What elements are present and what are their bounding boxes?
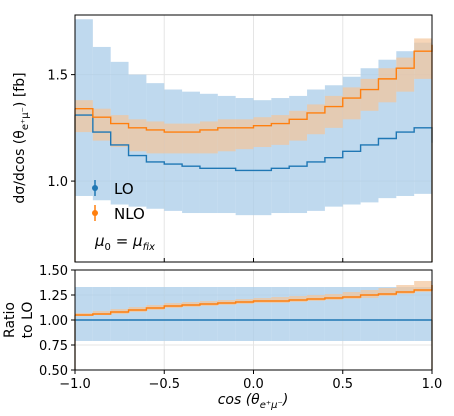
ratio-lo-band-11: [271, 287, 290, 341]
main-ylabel: dσ/dcos (θe⁺μ⁻) [fb]: [12, 72, 31, 203]
x-axis-label-tail: ): [282, 392, 288, 408]
ratio-nlo-band-17: [378, 288, 397, 296]
main-nlo-band-12: [289, 110, 308, 141]
mu-subfix: fix: [143, 242, 155, 253]
legend-mu-annotation: μ0 = μfix: [94, 232, 155, 253]
main-nlo-band-2: [110, 115, 129, 148]
mu-symbol: μ: [94, 232, 105, 250]
main-ylabel-tail: ) [fb]: [12, 72, 28, 107]
ratio-lo-band-7: [199, 287, 218, 341]
ratio-lo-band-9: [235, 287, 254, 341]
ratio-lo-band-6: [182, 287, 200, 341]
legend-nlo-label: NLO: [114, 205, 145, 223]
main-ytick-label-0: 1.0: [47, 175, 68, 190]
legend-nlo-marker: [92, 210, 98, 216]
legend-entry-nlo: NLO: [92, 205, 145, 223]
ratio-lo-band-15: [342, 287, 361, 341]
ratio-nlo-band-15: [342, 292, 361, 299]
ratio-panel: 0.50 0.75 1.00 1.25 1.50 −1.0 −0.5 0.0 0.5 1.0: [39, 264, 442, 392]
ratio-xticks: −1.0 −0.5 0.0 0.5 1.0: [59, 370, 442, 392]
main-nlo-band-14: [324, 95, 343, 128]
main-nlo-band-0: [75, 100, 93, 133]
ratio-lo-band-16: [360, 287, 379, 341]
ratio-lo-band-12: [289, 287, 308, 341]
x-tick-label-0: −1.0: [59, 377, 91, 392]
svg-text:dσ/dcos (θe⁺μ⁻) [fb]: dσ/dcos (θe⁺μ⁻) [fb]: [12, 72, 31, 203]
x-axis-label-text: cos (θ: [218, 392, 260, 408]
ratio-lo-band-3: [128, 287, 147, 341]
ratio-nlo-band-14: [324, 294, 343, 300]
ratio-ytick-label-3: 1.25: [39, 289, 68, 304]
legend: LO NLO μ0 = μfix: [92, 180, 155, 253]
legend-lo-label: LO: [114, 180, 134, 198]
main-nlo-band-6: [182, 123, 200, 154]
ratio-nlo-band-16: [360, 290, 379, 298]
main-lo-band-7: [199, 93, 218, 214]
ratio-ylabel-line2: to LO: [20, 302, 36, 339]
ratio-nlo-band-18: [396, 285, 415, 294]
ratio-lo-band-4: [146, 287, 165, 341]
main-nlo-band-7: [199, 121, 218, 154]
ratio-lo-band-5: [164, 287, 183, 341]
x-tick-label-3: 0.5: [332, 377, 353, 392]
main-nlo-band-15: [342, 87, 361, 120]
ratio-lo-band-19: [414, 287, 432, 341]
main-nlo-band-11: [271, 115, 290, 145]
x-axis-label-sup: e⁺μ⁻: [260, 400, 283, 411]
main-nlo-band-17: [378, 68, 397, 103]
main-ytick-label-1: 1.5: [47, 69, 68, 84]
main-lo-line: [75, 114, 433, 172]
ratio-nlo-band-13: [307, 295, 325, 301]
ratio-ytick-label-2: 1.00: [39, 314, 68, 329]
main-nlo-band-19: [414, 38, 432, 79]
ratio-ytick-label-0: 0.50: [39, 364, 68, 379]
x-tick-label-1: −0.5: [148, 377, 180, 392]
ratio-lo-band-17: [378, 287, 397, 341]
legend-entry-lo: LO: [92, 180, 134, 198]
ratio-ytick-label-1: 0.75: [39, 339, 68, 354]
main-ylabel-sup: e⁺μ⁻: [20, 107, 31, 130]
main-nlo-band-13: [307, 104, 325, 135]
ratio-nlo-line: [75, 285, 433, 316]
x-tick-label-4: 1.0: [422, 377, 443, 392]
main-panel: 1.0 1.5: [47, 14, 433, 263]
legend-lo-marker: [92, 185, 98, 191]
main-lo-band-8: [217, 95, 236, 214]
main-nlo-band-5: [164, 123, 183, 154]
mu-eq: = μ: [111, 232, 143, 250]
main-nlo-band-3: [128, 119, 147, 152]
main-nlo-band-9: [235, 119, 254, 150]
ratio-yticks: 0.50 0.75 1.00 1.25 1.50: [39, 264, 75, 379]
ratio-lo-band-18: [396, 287, 415, 341]
main-lo-band-19: [414, 42, 432, 194]
ratio-lo-band-10: [253, 287, 272, 341]
main-nlo-line: [75, 44, 433, 133]
main-ylabel-text: dσ/dcos (θ: [12, 130, 28, 203]
ratio-nlo-band-12: [289, 296, 308, 302]
main-lo-band-9: [235, 98, 254, 216]
ratio-ytick-label-4: 1.50: [39, 264, 68, 279]
ratio-nlo-band-11: [271, 297, 290, 303]
main-yticks: 1.0 1.5: [47, 69, 433, 262]
ratio-ylabel-line1: Ratio: [2, 302, 18, 338]
main-nlo-band-18: [396, 57, 415, 92]
ratio-nlo-band-19: [414, 281, 432, 292]
main-nlo-band-10: [253, 117, 272, 148]
main-nlo-band-4: [146, 121, 165, 154]
ratio-ylabel: Ratio to LO: [2, 302, 36, 339]
x-tick-label-2: 0.0: [243, 377, 264, 392]
ratio-lo-band-14: [324, 287, 343, 341]
main-nlo-band-8: [217, 119, 236, 152]
x-axis-label: cos (θe⁺μ⁻): [218, 392, 289, 411]
ratio-nlo-band-1: [92, 311, 111, 315]
main-nlo-band-1: [92, 108, 111, 141]
mu-sub0: 0: [105, 242, 111, 253]
main-nlo-band-16: [360, 78, 379, 111]
ratio-lo-band-8: [217, 287, 236, 341]
